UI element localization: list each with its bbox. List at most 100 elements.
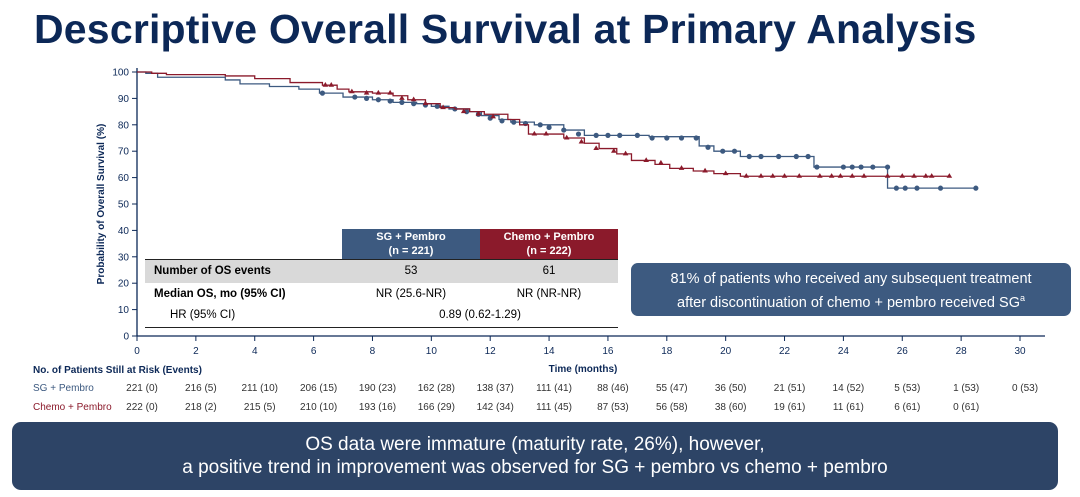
censor-mark-triangle — [923, 173, 929, 178]
x-tick-label: 6 — [311, 346, 317, 357]
x-tick-label: 16 — [602, 346, 614, 357]
censor-mark-circle — [678, 135, 685, 141]
y-tick-label: 0 — [123, 332, 129, 343]
cell-chemo: NR (NR-NR) — [516, 288, 582, 300]
footnote-marker: a — [1019, 293, 1025, 303]
censor-mark-triangle — [817, 173, 823, 178]
censor-mark-circle — [902, 185, 908, 191]
censor-mark-triangle — [387, 89, 393, 95]
censor-mark-circle — [546, 124, 552, 131]
risk-cell: 215 (5) — [243, 402, 276, 413]
censor-mark-triangle — [722, 170, 729, 176]
x-tick-label: 30 — [1014, 346, 1026, 357]
x-tick-label: 26 — [897, 346, 909, 357]
y-tick-label: 50 — [118, 200, 130, 211]
censor-mark-triangle — [399, 95, 405, 100]
risk-cell: 206 (15) — [299, 383, 338, 394]
risk-cell: 166 (29) — [417, 402, 455, 413]
censor-mark-triangle — [946, 173, 953, 178]
risk-table-title: No. of Patients Still at Risk (Events) — [33, 365, 202, 376]
censor-mark-triangle — [410, 96, 417, 102]
x-tick-label: 24 — [838, 346, 850, 357]
censor-mark-circle — [937, 185, 944, 191]
censor-mark-triangle — [563, 134, 570, 140]
x-tick-label: 28 — [956, 346, 968, 357]
risk-cell: 36 (50) — [714, 383, 747, 394]
x-tick-label: 4 — [252, 346, 258, 357]
table-row-median-os: Median OS, mo (95% CI) NR (25.6-NR) NR (… — [145, 283, 618, 306]
censor-mark-circle — [434, 103, 440, 109]
x-tick-label: 14 — [544, 346, 556, 357]
censor-mark-triangle — [349, 88, 355, 94]
censor-mark-circle — [814, 164, 820, 170]
censor-mark-circle — [776, 153, 782, 160]
table-header-chemo: Chemo + Pembro (n = 222) — [480, 229, 618, 259]
banner-line2: a positive trend in improvement was obse… — [182, 457, 888, 478]
risk-cell: 87 (53) — [597, 402, 629, 413]
censor-mark-circle — [499, 118, 505, 124]
censor-mark-triangle — [440, 104, 446, 110]
censor-mark-triangle — [543, 130, 549, 136]
censor-mark-triangle — [769, 173, 776, 178]
cell-sg: 53 — [404, 265, 418, 277]
risk-cell: 5 (53) — [894, 383, 921, 394]
risk-row-label-sg: SG + Pembro — [33, 383, 94, 394]
risk-cell: 142 (34) — [476, 402, 514, 413]
risk-cell: 190 (23) — [358, 383, 397, 394]
censor-mark-circle — [511, 119, 517, 125]
callout-line2: after discontinuation of chemo + pembro … — [677, 294, 1020, 311]
risk-cell: 111 (41) — [536, 383, 572, 394]
censor-mark-triangle — [643, 157, 649, 162]
censor-mark-circle — [664, 135, 670, 141]
censor-mark-circle — [793, 153, 799, 160]
censor-mark-circle — [593, 132, 599, 138]
censor-mark-triangle — [475, 111, 482, 116]
censor-mark-triangle — [363, 89, 370, 95]
header-n: (n = 222) — [526, 245, 572, 257]
y-tick-label: 20 — [118, 279, 130, 290]
x-tick-label: 20 — [720, 346, 732, 357]
risk-cell: 88 (46) — [597, 383, 629, 394]
censor-mark-circle — [884, 164, 891, 170]
risk-cell: 56 (58) — [655, 402, 688, 413]
censor-mark-triangle — [702, 167, 708, 173]
y-tick-label: 60 — [118, 173, 130, 184]
censor-mark-circle — [387, 98, 393, 104]
risk-cell: 0 (61) — [953, 402, 980, 413]
row-label: Number of OS events — [154, 265, 271, 277]
censor-mark-circle — [705, 144, 711, 150]
y-tick-label: 30 — [118, 252, 130, 263]
cell-hr: 0.89 (0.62-1.29) — [439, 309, 521, 321]
censor-mark-triangle — [758, 173, 764, 178]
risk-cell: 138 (37) — [476, 383, 514, 394]
km-curve-sg — [137, 71, 976, 189]
censor-mark-triangle — [884, 173, 891, 178]
censor-mark-triangle — [422, 100, 429, 106]
risk-cell: 222 (0) — [126, 402, 158, 413]
censor-mark-circle — [649, 135, 655, 141]
risk-cell: 210 (10) — [299, 402, 338, 413]
row-label: Median OS, mo (95% CI) — [154, 288, 286, 300]
risk-cell: 55 (47) — [655, 383, 688, 394]
censor-mark-triangle — [328, 82, 335, 87]
censor-mark-triangle — [375, 89, 382, 95]
censor-mark-triangle — [622, 150, 629, 156]
conclusion-banner: OS data were immature (maturity rate, 26… — [12, 422, 1058, 490]
censor-mark-triangle — [781, 173, 788, 178]
censor-mark-circle — [870, 164, 876, 170]
censor-mark-circle — [363, 95, 370, 101]
censor-mark-circle — [375, 97, 381, 103]
censor-mark-circle — [411, 101, 417, 107]
risk-row-label-chemo: Chemo + Pembro — [33, 402, 112, 413]
callout-line1: 81% of patients who received any subsequ… — [670, 271, 1032, 287]
x-tick-label: 12 — [485, 346, 497, 357]
y-tick-label: 90 — [118, 94, 130, 105]
censor-mark-triangle — [678, 165, 685, 170]
censor-mark-circle — [720, 148, 726, 154]
censor-mark-circle — [399, 99, 405, 105]
risk-cell: 19 (61) — [773, 402, 806, 413]
risk-cell: 11 (61) — [832, 402, 864, 413]
censor-mark-circle — [893, 185, 899, 191]
